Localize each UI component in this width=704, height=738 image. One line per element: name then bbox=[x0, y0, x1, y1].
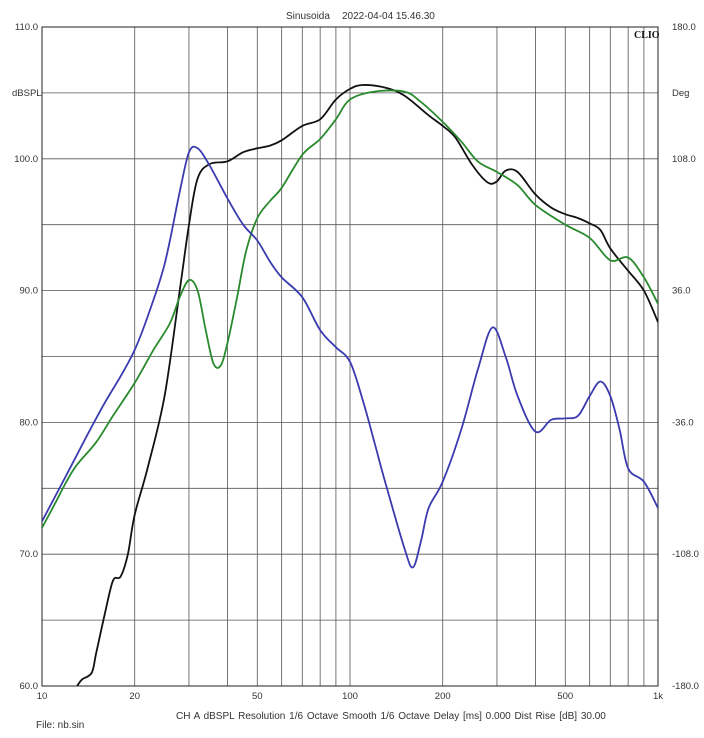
clio-logo: CLIO bbox=[634, 30, 660, 41]
measurement-info: CH A dBSPL Resolution 1/6 Octave Smooth … bbox=[176, 711, 606, 722]
x-tick-label: 20 bbox=[129, 691, 140, 702]
grid bbox=[42, 27, 658, 686]
series-line-blue bbox=[42, 145, 658, 569]
plot-frame bbox=[41, 26, 659, 687]
chart-title: Sinusoida bbox=[286, 11, 330, 22]
series-line-green bbox=[42, 89, 658, 529]
timestamp: 2022-04-04 15.46.30 bbox=[342, 11, 435, 22]
file-name: File: nb.sin bbox=[36, 720, 85, 731]
x-tick-label: 1k bbox=[653, 691, 663, 702]
x-tick-label: 200 bbox=[435, 691, 451, 702]
y-right-tick-label: 36.0 bbox=[672, 286, 691, 297]
x-tick-label: 100 bbox=[342, 691, 358, 702]
y-right-axis-label: Deg bbox=[672, 88, 689, 99]
y-tick-label: 90.0 bbox=[20, 286, 39, 297]
y-tick-label: 100.0 bbox=[14, 154, 38, 165]
y-tick-label: 70.0 bbox=[20, 549, 39, 560]
y-right-tick-label: -180.0 bbox=[672, 681, 699, 692]
y-tick-label: 60.0 bbox=[20, 681, 39, 692]
y-tick-label: 110.0 bbox=[15, 22, 38, 33]
y-axis-label: dBSPL bbox=[12, 88, 42, 99]
y-right-tick-label: 180.0 bbox=[672, 22, 696, 33]
series-line-black bbox=[76, 84, 658, 686]
x-tick-label: 500 bbox=[557, 691, 573, 702]
y-right-tick-label: 108.0 bbox=[672, 154, 696, 165]
y-right-tick-label: -36.0 bbox=[672, 417, 694, 428]
x-tick-label: 50 bbox=[252, 691, 263, 702]
axis-labels: 110.0 100.0 90.0 80.0 70.0 60.0 180.0 108.0 36.0… bbox=[12, 22, 699, 702]
y-right-tick-label: -108.0 bbox=[672, 549, 699, 560]
y-tick-label: 80.0 bbox=[20, 417, 39, 428]
series-group bbox=[42, 84, 658, 686]
x-tick-label: 10 bbox=[37, 691, 48, 702]
